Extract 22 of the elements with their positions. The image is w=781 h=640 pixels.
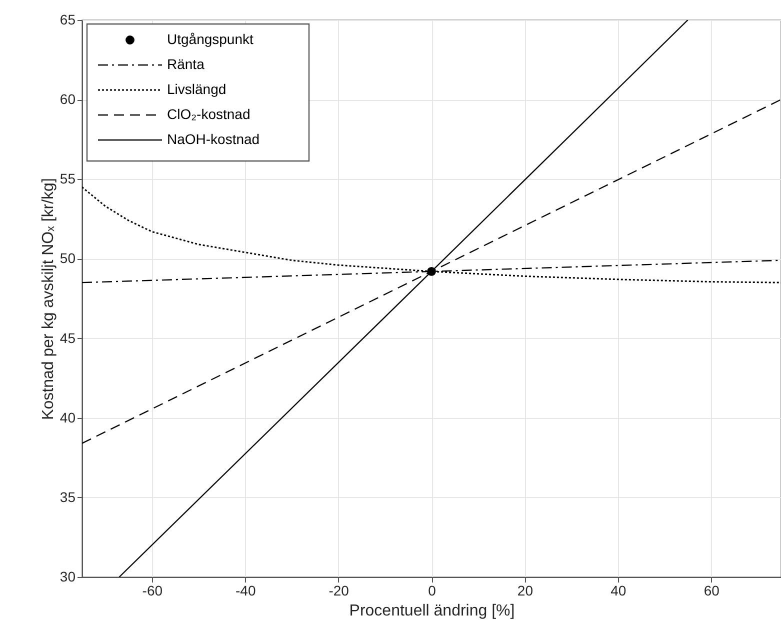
y-axis-title: Kostnad per kg avskiljt NOₓ [kr/kg] xyxy=(40,178,57,420)
y-tick-label: 40 xyxy=(60,409,76,426)
x-tick-label: 0 xyxy=(428,582,436,598)
y-tick-label: 35 xyxy=(60,488,76,505)
x-tick-label: -20 xyxy=(328,582,350,598)
legend-label: Livslängd xyxy=(167,81,226,97)
x-tick-label: 40 xyxy=(610,582,626,598)
x-tick-label: 20 xyxy=(517,582,534,598)
y-tick-label: 55 xyxy=(60,170,76,187)
y-tick-label: 45 xyxy=(60,330,76,346)
legend-label: NaOH-kostnad xyxy=(167,131,260,147)
y-tick-label: 30 xyxy=(60,568,76,584)
legend-label: Utgångspunkt xyxy=(167,31,254,47)
legend-label: Ränta xyxy=(167,56,205,72)
x-tick-label: -40 xyxy=(235,582,256,598)
x-axis-title: Procentuell ändring [%] xyxy=(349,602,515,620)
x-tick-label: 60 xyxy=(704,582,720,598)
y-tick-label: 50 xyxy=(60,250,76,266)
y-tick-label: 60 xyxy=(60,91,76,108)
x-tick-label: -60 xyxy=(142,582,163,598)
legend-label: ClO₂-kostnad xyxy=(167,106,250,122)
y-tick-label: 65 xyxy=(60,12,76,28)
